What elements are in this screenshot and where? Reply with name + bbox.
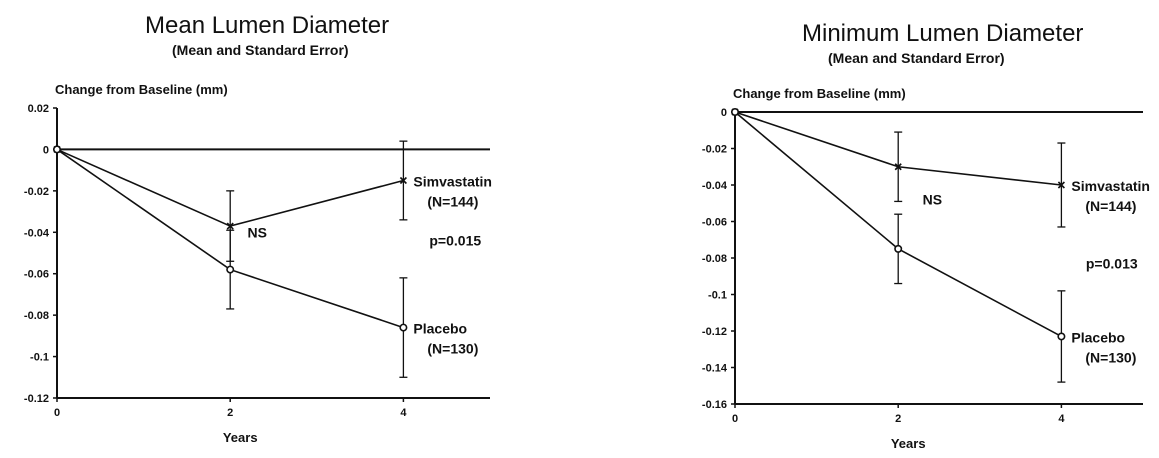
- series-label: (N=144): [427, 194, 478, 210]
- series-label: Simvastatin: [1071, 178, 1150, 194]
- y-tick-label: -0.1: [708, 290, 727, 302]
- series-label: Simvastatin: [413, 174, 492, 190]
- data-point-marker: [1057, 332, 1066, 341]
- chart-subtitle: (Mean and Standard Error): [172, 42, 349, 58]
- chart-panel-minimum-lumen: Minimum Lumen Diameter (Mean and Standar…: [580, 0, 1159, 458]
- chart-annotation: NS: [923, 192, 942, 208]
- data-point-marker: [52, 145, 61, 154]
- chart-plot-minimum-lumen: 0 -0.02 -0.04 -0.06 -0.08 -0.1 -0.12 -0.14 -0.16…: [702, 86, 1150, 451]
- y-tick-label: -0.12: [702, 326, 727, 338]
- y-axis-label: Change from Baseline (mm): [733, 86, 906, 101]
- data-point-marker: [226, 222, 234, 230]
- data-point-marker: [399, 323, 408, 332]
- series-label: Placebo: [1071, 329, 1125, 345]
- y-tick-label: 0: [721, 107, 727, 119]
- x-axis-label: Years: [223, 430, 258, 445]
- data-point-marker: [399, 176, 407, 185]
- chart-title: Mean Lumen Diameter: [145, 12, 390, 39]
- x-tick-label: 4: [1058, 413, 1065, 425]
- data-point-marker: [226, 265, 235, 274]
- x-axis-label: Years: [891, 436, 926, 451]
- y-tick-label: 0.02: [28, 103, 49, 115]
- y-tick-label: -0.08: [702, 253, 727, 265]
- y-tick-label: -0.16: [702, 399, 727, 411]
- y-tick-label: -0.1: [30, 352, 49, 364]
- data-point-marker: [894, 244, 903, 253]
- chart-annotation: p=0.013: [1086, 255, 1138, 271]
- series-label: (N=130): [427, 341, 478, 357]
- x-tick-label: 2: [227, 407, 233, 419]
- y-tick-label: -0.06: [702, 217, 727, 229]
- x-tick-label: 2: [895, 413, 901, 425]
- y-tick-label: -0.12: [24, 393, 49, 405]
- y-tick-label: -0.02: [702, 144, 727, 156]
- chart-annotation: NS: [248, 224, 267, 240]
- series-label: (N=144): [1085, 198, 1136, 214]
- x-tick-label: 4: [400, 407, 407, 419]
- data-point-marker: [1057, 181, 1065, 189]
- series-label: (N=130): [1085, 349, 1136, 365]
- y-tick-label: -0.04: [702, 180, 728, 192]
- y-tick-label: -0.08: [24, 310, 49, 322]
- chart-annotation: p=0.015: [429, 233, 481, 249]
- y-tick-label: -0.04: [24, 227, 50, 239]
- chart-subtitle: (Mean and Standard Error): [828, 50, 1005, 66]
- chart-plot-mean-lumen: 0.02 0 -0.02 -0.04 -0.06 -0.08 -0.1 -0.12 0 2 4 Cha…: [24, 82, 492, 445]
- y-axis-label: Change from Baseline (mm): [55, 82, 228, 97]
- y-tick-label: -0.02: [24, 186, 49, 198]
- y-tick-label: -0.06: [24, 269, 49, 281]
- y-tick-label: 0: [43, 144, 49, 156]
- chart-title: Minimum Lumen Diameter: [802, 20, 1084, 47]
- data-point-marker: [894, 163, 902, 171]
- x-tick-label: 0: [732, 413, 738, 425]
- series-label: Placebo: [413, 321, 467, 337]
- x-tick-label: 0: [54, 407, 60, 419]
- data-point-marker: [731, 108, 740, 117]
- chart-panel-mean-lumen: Mean Lumen Diameter (Mean and Standard E…: [24, 12, 492, 445]
- y-tick-label: -0.14: [702, 363, 728, 375]
